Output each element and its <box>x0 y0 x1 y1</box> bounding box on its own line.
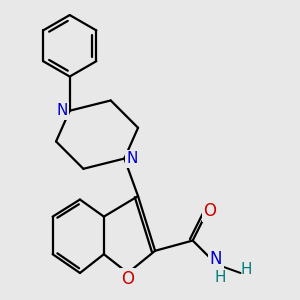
Text: N: N <box>126 151 138 166</box>
Text: N: N <box>210 250 222 268</box>
Text: N: N <box>56 103 68 118</box>
Text: O: O <box>203 202 216 220</box>
Text: H: H <box>214 270 226 285</box>
Text: H: H <box>241 262 252 277</box>
Text: O: O <box>121 270 134 288</box>
